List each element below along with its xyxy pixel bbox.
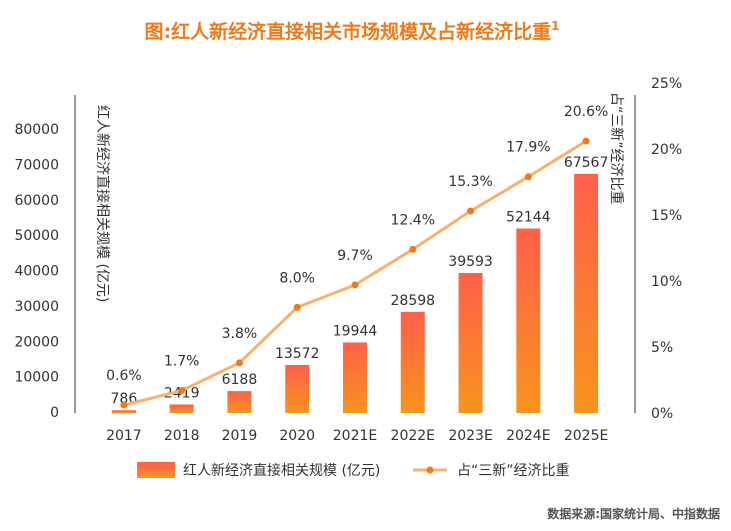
line-point	[409, 245, 417, 253]
x-tick-label: 2023E	[448, 428, 492, 444]
x-tick-label: 2018	[164, 428, 200, 444]
left-tick-label: 40000	[14, 264, 59, 280]
x-tick-label: 2020	[279, 428, 315, 444]
source-note: 数据来源:国家统计局、中指数据	[547, 506, 720, 521]
line-point	[351, 281, 359, 289]
legend: 红人新经济直接相关规模 (亿元) 占“三新”经济比重	[137, 462, 570, 479]
legend-line-label: 占“三新”经济比重	[457, 463, 570, 479]
legend-bar-swatch	[137, 462, 175, 478]
x-tick-label: 2024E	[506, 428, 550, 444]
chart-title: 图:红人新经济直接相关市场规模及占新经济比重1	[145, 19, 560, 43]
chart-title-superscript: 1	[551, 19, 559, 33]
legend-line-marker	[426, 466, 434, 474]
right-axis-ticks: 0% 5% 10% 15% 20% 25%	[651, 76, 682, 422]
line-value-label: 8.0%	[279, 270, 315, 286]
left-axis-ticks: 0 10000 20000 30000 40000 50000 60000 70000 8000…	[14, 122, 59, 421]
bar	[400, 311, 425, 413]
line-series	[120, 137, 590, 409]
right-tick-label: 5%	[651, 340, 673, 356]
left-tick-label: 80000	[14, 122, 59, 138]
x-tick-label: 2021E	[333, 428, 377, 444]
left-tick-label: 10000	[14, 370, 59, 386]
bar	[343, 342, 367, 413]
left-tick-label: 60000	[14, 193, 59, 209]
bar	[516, 228, 541, 413]
right-tick-label: 10%	[651, 274, 682, 290]
bar	[227, 391, 252, 413]
bar	[458, 272, 483, 413]
line-value-label: 1.7%	[164, 354, 200, 370]
left-axis-title: 红人新经济直接相关规模 (亿元)	[94, 105, 111, 302]
right-tick-label: 25%	[651, 76, 682, 92]
line-value-label: 17.9%	[506, 140, 550, 156]
line-point	[524, 173, 532, 181]
line-value-label: 3.8%	[222, 326, 258, 342]
line-value-label: 15.3%	[448, 174, 492, 190]
right-tick-label: 20%	[651, 142, 682, 158]
line-point	[178, 387, 186, 395]
left-tick-label: 20000	[14, 334, 59, 350]
bar	[169, 404, 194, 413]
bar	[285, 364, 310, 413]
line-point	[293, 303, 301, 311]
bar-value-label: 52144	[506, 210, 551, 226]
x-axis-labels: 2017 2018 2019 2020 2021E 2022E 2023E 2024E 2025…	[106, 428, 608, 444]
right-axis-title: 占“三新”经济比重	[608, 92, 624, 205]
bar-value-label: 13572	[275, 346, 320, 362]
line-value-label: 9.7%	[337, 248, 373, 264]
line-value-label: 20.6%	[564, 104, 608, 120]
bar-value-label: 39593	[448, 254, 493, 270]
left-tick-label: 0	[50, 405, 59, 421]
right-tick-label: 15%	[651, 208, 682, 224]
chart-title-text: 图:红人新经济直接相关市场规模及占新经济比重	[145, 20, 552, 43]
bar-value-label: 19944	[333, 323, 378, 339]
left-tick-label: 30000	[14, 299, 59, 315]
x-tick-label: 2025E	[564, 428, 608, 444]
bar-value-labels: 7862419618813572199442859839593521446756…	[111, 155, 609, 407]
line-point	[120, 401, 128, 409]
x-tick-label: 2017	[106, 428, 142, 444]
left-tick-label: 70000	[14, 157, 59, 173]
line-value-label: 0.6%	[106, 368, 142, 384]
line-point	[582, 137, 590, 145]
bar-value-label: 28598	[391, 293, 436, 309]
x-tick-label: 2022E	[391, 428, 435, 444]
right-tick-label: 0%	[651, 406, 673, 422]
line-point	[467, 207, 475, 215]
bar-value-label: 6188	[222, 372, 258, 388]
line-value-label: 12.4%	[391, 212, 435, 228]
bar-series	[111, 173, 599, 413]
x-tick-label: 2019	[222, 428, 258, 444]
left-tick-label: 50000	[14, 228, 59, 244]
bar	[111, 410, 136, 413]
line-value-labels: 0.6% 1.7% 3.8% 8.0% 9.7% 12.4% 15.3% 17.9% 20.6%	[106, 104, 608, 384]
bar	[574, 173, 599, 413]
line-point	[235, 359, 243, 367]
bar-value-label: 67567	[564, 155, 609, 171]
legend-bar-label: 红人新经济直接相关规模 (亿元)	[183, 462, 380, 479]
